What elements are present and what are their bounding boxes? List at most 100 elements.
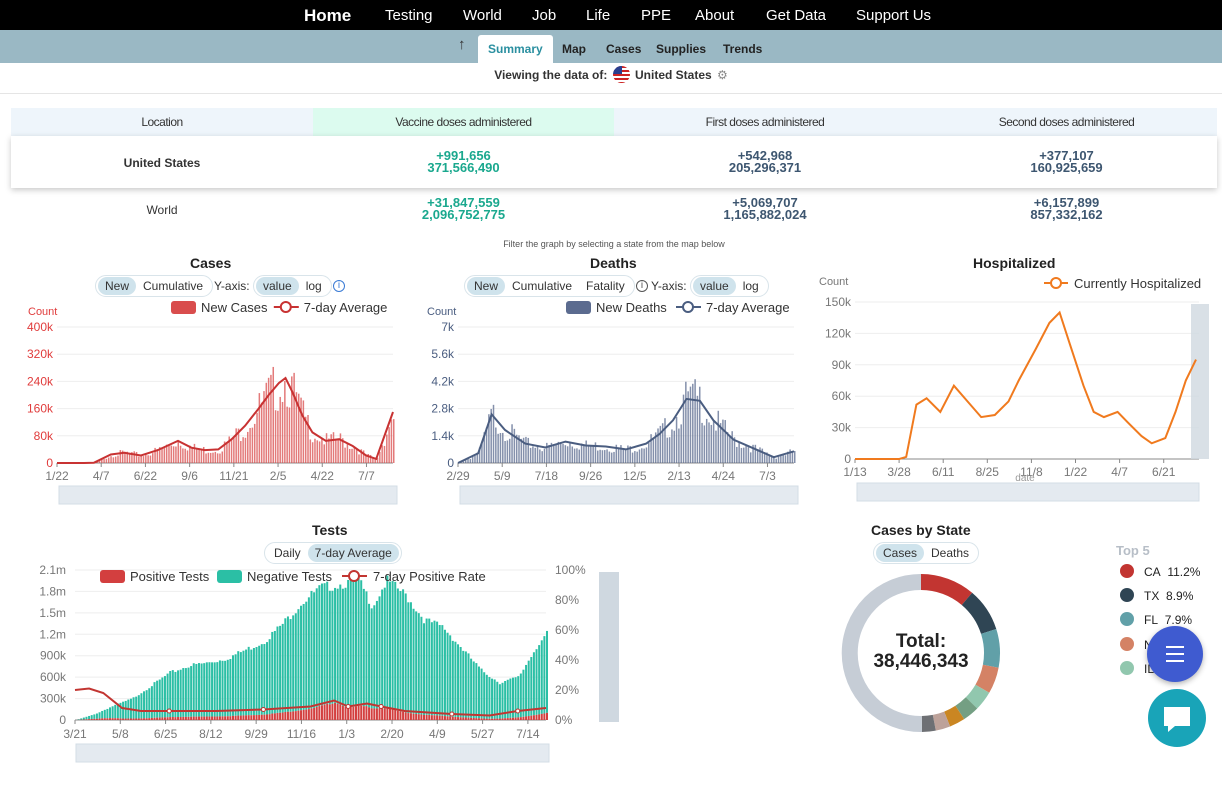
cases-by-state-donut[interactable]: Total:38,446,343 — [830, 560, 1020, 750]
bar — [791, 451, 794, 463]
bar — [189, 445, 191, 463]
bar-positive — [391, 709, 394, 720]
bar — [562, 443, 564, 463]
deaths-yaxis-label: Y-axis: — [651, 279, 687, 293]
donut-slice — [932, 711, 951, 731]
vaccine-change: +991,656 — [436, 148, 491, 163]
deaths-new-option[interactable]: New — [467, 277, 506, 295]
gear-icon[interactable]: ⚙ — [717, 68, 728, 82]
nav-testing[interactable]: Testing — [385, 7, 433, 24]
nav-home[interactable]: Home — [304, 6, 352, 25]
bar — [615, 444, 618, 463]
bar — [733, 437, 736, 463]
cases-mode-toggle: New Cumulative — [95, 275, 214, 297]
bar — [780, 455, 782, 463]
bar — [267, 377, 270, 463]
header-location[interactable]: Location — [11, 108, 313, 136]
bar — [687, 391, 689, 463]
bar — [235, 428, 237, 463]
nav-ppe[interactable]: PPE — [641, 7, 672, 24]
bar-positive — [85, 719, 88, 720]
header-first-doses[interactable]: First doses administered — [614, 108, 916, 136]
bar-negative — [174, 671, 177, 718]
bar-positive — [404, 712, 407, 720]
bar-positive — [101, 718, 104, 720]
chat-button[interactable] — [1148, 689, 1206, 747]
menu-icon — [1166, 660, 1184, 662]
bar — [309, 439, 312, 463]
bar-positive — [224, 716, 227, 720]
nav-support-us[interactable]: Support Us — [856, 7, 932, 24]
bar — [585, 440, 587, 463]
cases-cumulative-option[interactable]: Cumulative — [143, 279, 204, 293]
nav-get-data[interactable]: Get Data — [766, 7, 827, 24]
cases-log-option[interactable]: log — [305, 279, 322, 293]
deaths-chart[interactable]: Count 0 1.4k 2.8k 4.2k 5.6k 7k 2/29 5/9 7/18 9/26 1… — [410, 296, 810, 506]
info-icon[interactable]: i — [636, 280, 648, 292]
bar-positive — [124, 718, 127, 720]
state-cases-option[interactable]: Cases — [876, 544, 925, 562]
deaths-fatality-option[interactable]: Fatality — [586, 279, 625, 293]
hospitalized-chart[interactable]: Count 0 30k 60k 90k 120k 150k 1/13 3/28 6/11 8/25 1… — [812, 272, 1222, 506]
viewing-location-name[interactable]: United States — [635, 68, 712, 82]
viewing-label: Viewing the data of: — [494, 68, 608, 82]
bar-negative — [313, 592, 316, 708]
bar — [694, 379, 696, 463]
bar-negative — [462, 650, 465, 718]
table-row-us[interactable]: United States +991,656 371,566,490 +542,… — [11, 136, 1217, 188]
tests-chart[interactable]: 0 300k 600k 900k 1.2m 1.5m 1.8m 2.1m 0% 20% 40% 60%… — [0, 560, 630, 770]
bar — [773, 457, 775, 463]
x-axis-label: date — [1015, 473, 1035, 484]
tests-daily-option[interactable]: Daily — [274, 546, 301, 560]
bar — [557, 441, 560, 463]
tab-summary[interactable]: Summary — [478, 35, 553, 63]
menu-button[interactable] — [1147, 626, 1203, 682]
state-deaths-option[interactable]: Deaths — [931, 546, 970, 560]
top5-row-ca[interactable]: CA 11.2% — [1120, 564, 1200, 579]
state-mode-toggle: Cases Deaths — [873, 542, 980, 564]
bar — [738, 442, 740, 463]
tab-cases[interactable]: Cases — [606, 42, 642, 56]
cases-chart[interactable]: Count 0 80k 160k 240k 320k 400k 1/22 4/7 6/22 9/6 1… — [0, 296, 410, 506]
bar-positive — [292, 711, 295, 720]
top5-row-tx[interactable]: TX 8.9% — [1120, 588, 1193, 603]
nav-about[interactable]: About — [695, 7, 735, 24]
bar-positive — [98, 718, 101, 720]
bar-negative — [232, 655, 234, 716]
nav-life[interactable]: Life — [586, 7, 611, 24]
deaths-value-option[interactable]: value — [693, 277, 736, 295]
x-tick-label: 7/14 — [516, 727, 540, 741]
bar — [594, 442, 597, 463]
series-marker — [345, 704, 351, 709]
nav-job[interactable]: Job — [532, 7, 557, 24]
bar-positive — [294, 711, 297, 720]
deaths-cumulative-option[interactable]: Cumulative — [512, 279, 573, 293]
bar-positive — [370, 708, 373, 720]
nav-world[interactable]: World — [463, 7, 502, 24]
tab-trends[interactable]: Trends — [723, 42, 763, 56]
bar — [599, 449, 601, 463]
bar — [717, 410, 720, 463]
top5-row-fl[interactable]: FL 7.9% — [1120, 612, 1192, 627]
bar-negative — [307, 597, 310, 710]
info-icon[interactable]: i — [333, 280, 345, 292]
tab-supplies[interactable]: Supplies — [656, 42, 707, 56]
top5-row-5[interactable]: IL — [1120, 661, 1154, 676]
bar — [703, 425, 706, 463]
x-tick-label: 1/13 — [843, 465, 867, 479]
bar — [592, 445, 594, 463]
second-change: +6,157,899 — [1033, 195, 1100, 210]
tests-7day-option[interactable]: 7-day Average — [307, 544, 399, 562]
bar — [237, 428, 240, 463]
header-vaccine-doses[interactable]: Vaccine doses administered — [313, 108, 614, 136]
cases-new-option[interactable]: New — [98, 277, 137, 295]
arrow-up-icon[interactable]: ↑ — [458, 36, 466, 53]
header-second-doses[interactable]: Second doses administered — [916, 108, 1217, 136]
cases-value-option[interactable]: value — [256, 277, 299, 295]
bar — [664, 418, 666, 463]
x-tick-label: 1/22 — [1064, 465, 1088, 479]
bar-positive — [362, 706, 365, 720]
deaths-log-option[interactable]: log — [742, 279, 759, 293]
tab-map[interactable]: Map — [562, 42, 586, 56]
bar-positive — [153, 717, 156, 720]
